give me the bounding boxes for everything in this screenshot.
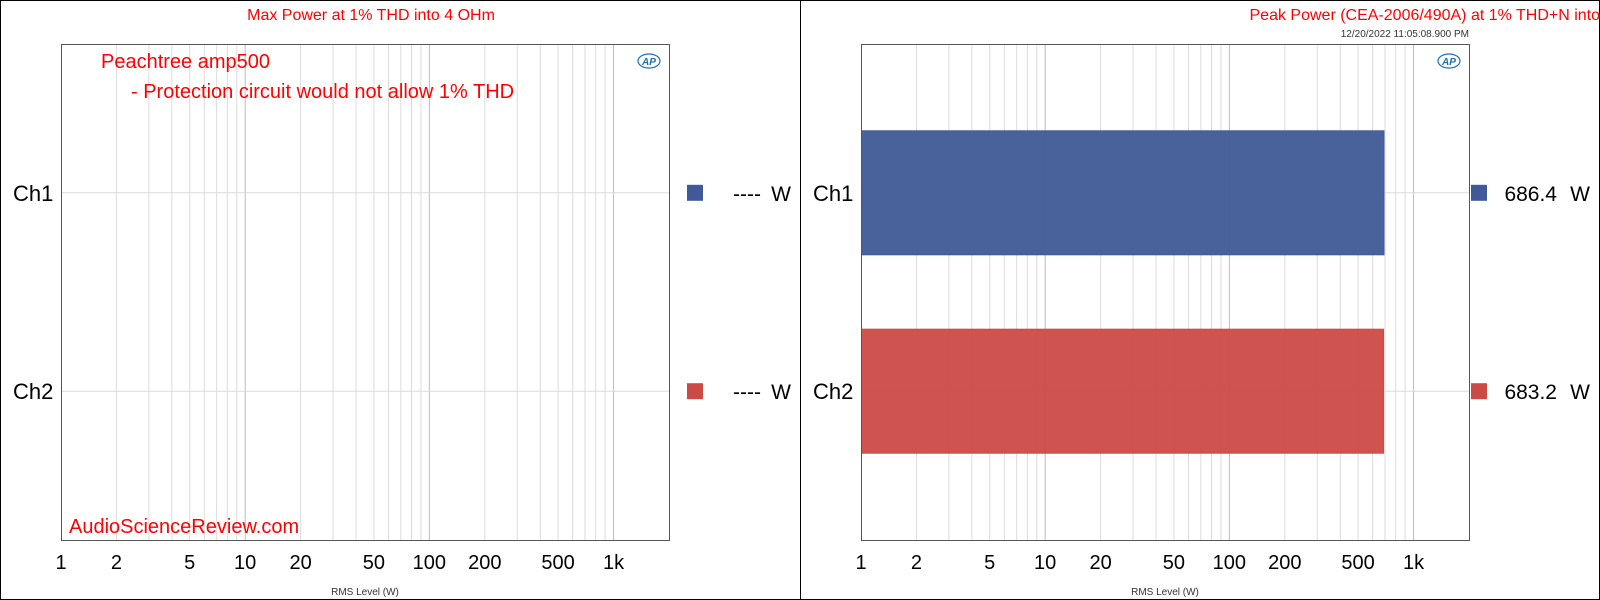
grid [61, 44, 669, 540]
category-label-ch2: Ch2 [13, 379, 53, 404]
legend-swatch-ch2 [687, 383, 703, 400]
chart-title: Max Power at 1% THD into 4 OHm [247, 7, 495, 24]
plot-frame [861, 44, 1470, 541]
x-tick-label: 500 [1341, 552, 1374, 574]
legend-swatch-ch1 [687, 184, 703, 201]
ap-logo-text: AP [1441, 57, 1456, 68]
right-chart-panel: Peak Power (CEA-2006/490A) at 1% THD+N i… [800, 0, 1600, 600]
x-tick-label: 10 [234, 552, 256, 574]
bar-ch2 [861, 328, 1385, 454]
right-chart: Peak Power (CEA-2006/490A) at 1% THD+N i… [813, 7, 1600, 598]
x-tick-label: 20 [1090, 552, 1112, 574]
legend-unit: W [771, 183, 791, 206]
category-label-ch2: Ch2 [813, 379, 853, 404]
bar-ch1 [861, 130, 1385, 256]
x-tick-label: 500 [541, 552, 574, 574]
x-axis-label: RMS Level (W) [331, 587, 399, 598]
timestamp: 12/20/2022 11:05:08.900 PM [1341, 29, 1469, 40]
legend-unit: W [771, 381, 791, 404]
ap-logo-ring [1437, 53, 1461, 69]
x-tick-label: 100 [413, 552, 446, 574]
x-tick-label: 20 [290, 552, 312, 574]
ap-logo: AP [637, 53, 661, 69]
legend-swatch-ch2 [1471, 383, 1487, 400]
x-tick-label: 200 [1268, 552, 1301, 574]
legend-unit: W [1570, 381, 1590, 404]
legend-swatch-ch1 [1471, 184, 1487, 201]
watermark: AudioScienceReview.com [69, 516, 299, 538]
x-tick-label: 1k [603, 552, 625, 574]
legend-value-ch2: 683.2 [1504, 381, 1557, 404]
legend-value-ch2: ---- [733, 381, 761, 404]
legend-value-ch1: 686.4 [1504, 183, 1557, 206]
x-tick-label: 1 [855, 552, 866, 574]
ap-logo-text: AP [641, 57, 656, 68]
x-tick-label: 200 [468, 552, 501, 574]
x-axis-label: RMS Level (W) [1131, 587, 1199, 598]
grid [861, 44, 1469, 540]
legend-unit: W [1570, 183, 1590, 206]
legend-value-ch1: ---- [733, 183, 761, 206]
x-tick-label: 10 [1034, 552, 1056, 574]
annotation-device-name: Peachtree amp500 [101, 51, 270, 73]
x-tick-label: 2 [911, 552, 922, 574]
x-tick-label: 1 [55, 552, 66, 574]
x-tick-label: 2 [111, 552, 122, 574]
x-tick-label: 100 [1213, 552, 1246, 574]
ap-logo-ring [637, 53, 661, 69]
annotation-protection-note: - Protection circuit would not allow 1% … [131, 81, 514, 103]
x-tick-label: 5 [184, 552, 195, 574]
category-label-ch1: Ch1 [813, 181, 853, 206]
left-chart-panel: Max Power at 1% THD into 4 OHm AP 1 2 5 10 20 5… [0, 0, 801, 600]
x-tick-label: 50 [1163, 552, 1185, 574]
ap-logo: AP [1437, 53, 1461, 69]
x-tick-label: 5 [984, 552, 995, 574]
category-label-ch1: Ch1 [13, 181, 53, 206]
chart-title: Peak Power (CEA-2006/490A) at 1% THD+N i… [1250, 7, 1600, 24]
left-chart: Max Power at 1% THD into 4 OHm AP 1 2 5 10 20 5… [13, 7, 791, 598]
plot-frame [61, 44, 670, 541]
x-tick-label: 50 [363, 552, 385, 574]
x-tick-label: 1k [1403, 552, 1425, 574]
